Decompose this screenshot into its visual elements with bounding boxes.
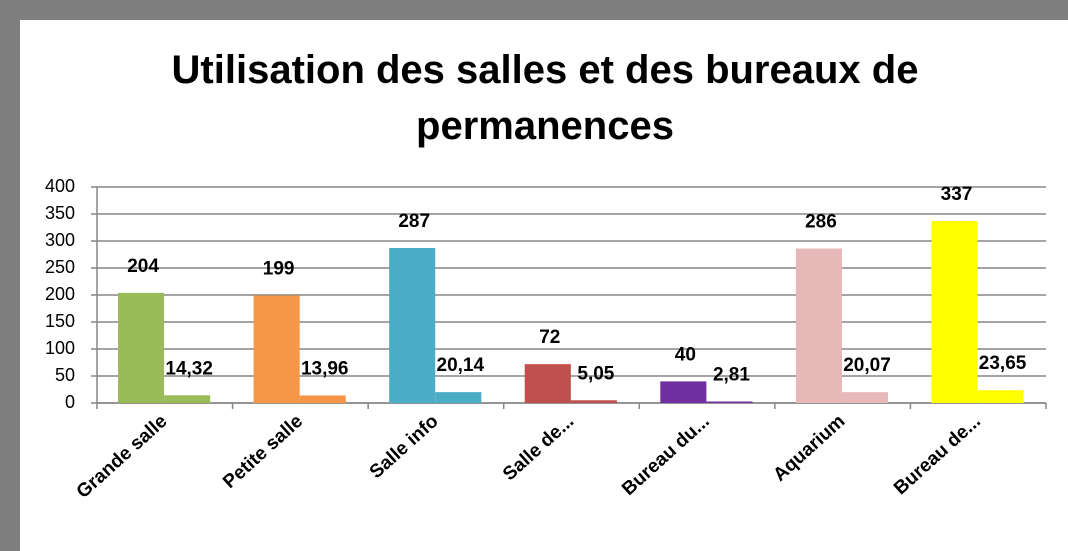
bar [164,395,211,403]
y-tick-label: 200 [45,284,75,304]
x-tick-label: Petite salle [219,411,307,493]
y-tick-label: 350 [45,203,75,223]
x-tick-label: Bureau de... [890,411,985,499]
bar [706,401,753,403]
y-tick-label: 300 [45,230,75,250]
bar [118,292,165,403]
bar [795,248,842,403]
data-label: 23,65 [979,353,1027,374]
data-label: 286 [805,212,837,233]
bar [524,364,571,403]
bar [931,221,978,403]
data-label: 287 [398,211,430,232]
data-label: 5,05 [577,363,614,384]
y-tick-label: 0 [65,392,75,412]
data-label: 199 [263,259,295,280]
x-tick-label: Salle de... [499,411,578,485]
bar [570,400,617,403]
bar [435,392,482,403]
data-label: 337 [941,184,973,205]
y-tick-label: 150 [45,311,75,331]
y-tick-label: 250 [45,257,75,277]
data-label: 40 [675,344,696,365]
chart-area [20,20,1068,551]
bar [977,390,1024,403]
data-label: 204 [127,256,159,277]
y-tick-label: 50 [55,365,75,385]
data-label: 20,14 [437,355,485,376]
bar [841,392,889,403]
data-label: 20,07 [843,355,891,376]
data-label: 13,96 [301,358,349,379]
chart-title: Utilisation des salles et des bureaux de… [171,48,919,148]
bar [299,395,346,403]
y-tick-label: 400 [45,176,75,196]
data-label: 14,32 [165,358,213,379]
x-tick-label: Grande salle [73,411,172,503]
data-label: 2,81 [713,364,750,385]
bar [253,295,300,403]
x-tick-label: Bureau du... [618,411,714,500]
bar [660,381,707,403]
data-label: 72 [539,327,560,348]
y-tick-label: 100 [45,338,75,358]
bar [389,248,436,403]
x-tick-label: Salle info [366,411,443,483]
x-tick-label: Aquarium [769,411,849,486]
